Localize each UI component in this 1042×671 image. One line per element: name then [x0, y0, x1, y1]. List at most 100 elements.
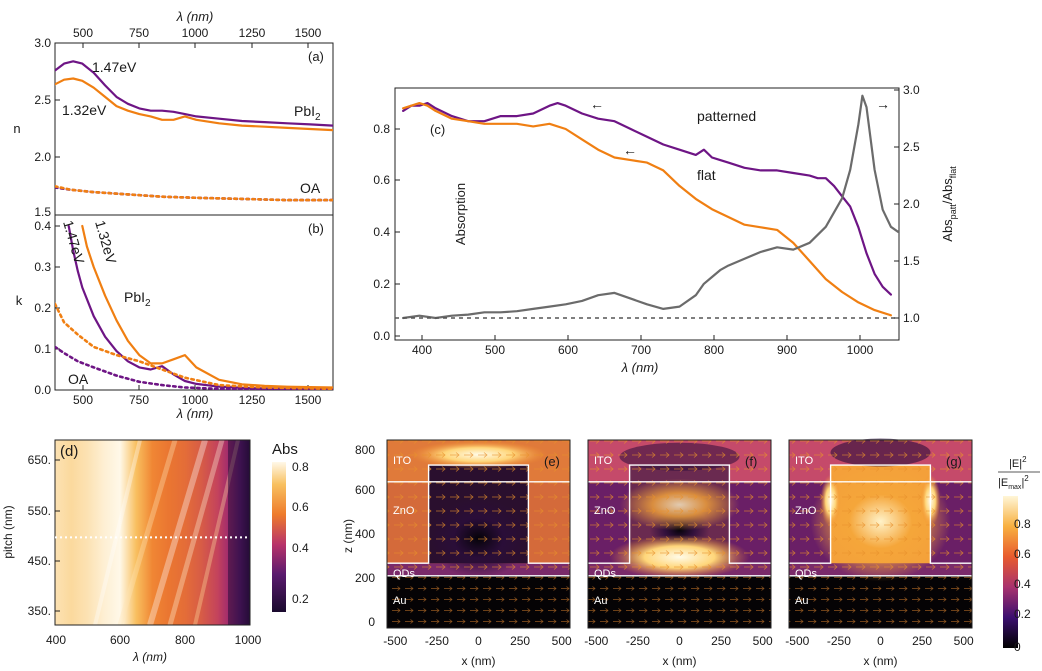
d-panel-label: (d) [60, 443, 78, 460]
a-annot-pbi2: PbI2 [294, 103, 321, 123]
d-dark-edge [228, 440, 250, 625]
panel-b: 0.4 0.3 0.2 0.1 0.0 k 500 750 1000 1250 … [16, 214, 334, 421]
d-y-tick-650: 650. [28, 453, 51, 467]
d-cb-tick-0.2: 0.2 [292, 592, 309, 606]
field-x-tick: -500 [584, 634, 608, 648]
efg-y-tick-400: 400 [355, 527, 375, 541]
d-x-tick-600: 600 [110, 633, 130, 647]
d-stripe-3 [117, 439, 178, 626]
d-stripe-1 [147, 439, 208, 626]
d-colorbar-title: Abs [272, 441, 298, 458]
d-x-tick-1000: 1000 [235, 633, 262, 647]
panel-d: 650. 550. 450. 350. pitch (nm) 400 600 8… [1, 439, 309, 664]
field-x-tick: -250 [827, 634, 851, 648]
field-x-tick: 0 [676, 634, 683, 648]
a-annot-147ev: 1.47eV [92, 59, 137, 75]
efg-y-ticks: 800 600 400 200 0 [355, 443, 375, 629]
layer-label-qds: QDs [594, 568, 617, 580]
b-y-tick-0.2: 0.2 [34, 301, 51, 315]
field-x-tick: 500 [552, 634, 572, 648]
b-annot-132ev: 1.32eV [92, 218, 120, 266]
panel-b-frame [54, 214, 334, 391]
b-panel-label: (b) [308, 221, 324, 236]
panel-b-x-ticks: 500 750 1000 1250 1500 [73, 385, 322, 407]
c-y2-tick-1.0: 1.0 [903, 311, 920, 325]
b-x-axis-label: λ (nm) [176, 406, 214, 421]
panel-b-y-ticks: 0.4 0.3 0.2 0.1 0.0 [34, 219, 60, 397]
a-y-axis-label: n [13, 121, 20, 136]
c-y-tick-0.6: 0.6 [373, 173, 390, 187]
a-series-3 [55, 185, 333, 202]
field-cb-tick-0.2: 0.2 [1014, 607, 1031, 621]
field-colorbar [1003, 496, 1018, 648]
pillar-outline [588, 464, 771, 564]
b-series-3 [55, 302, 333, 390]
c-y-tick-0.2: 0.2 [373, 277, 390, 291]
panel-d-x-ticks: 400 600 800 1000 [46, 633, 262, 647]
panel-c-y-ticks: 0.8 0.6 0.4 0.2 0.0 [373, 122, 400, 343]
c-series-patterned [402, 102, 892, 296]
c-x-tick-1000: 1000 [847, 343, 874, 357]
layer-label-zno: ZnO [594, 505, 616, 517]
c-x-tick-500: 500 [485, 343, 505, 357]
field-cb-tick-0.4: 0.4 [1014, 577, 1031, 591]
b-x-tick-1500: 1500 [295, 393, 322, 407]
panel-c-series [395, 94, 899, 320]
a-top-axis-label: λ (nm) [176, 9, 214, 24]
field-x-axis-label: x (nm) [663, 654, 697, 668]
c-x-tick-400: 400 [412, 343, 432, 357]
field-frame [386, 439, 571, 629]
au-field-lines [588, 575, 771, 628]
c-y-tick-0.0: 0.0 [373, 329, 390, 343]
c-y-tick-0.4: 0.4 [373, 225, 390, 239]
a-y-tick-2.5: 2.5 [34, 93, 51, 107]
b-x-tick-750: 750 [129, 393, 149, 407]
c-y2-tick-3.0: 3.0 [903, 83, 920, 97]
field-panel-1: ITO ZnO QDs Au (f) -500 -250 0 250 500 x (nm) [584, 439, 773, 668]
field-x-tick: -250 [425, 634, 449, 648]
c-x-axis-label: λ (nm) [621, 360, 659, 375]
field-x-tick: 500 [753, 634, 773, 648]
field-cb-tick-0.6: 0.6 [1014, 547, 1031, 561]
c-series-ratio [402, 94, 899, 320]
b-y-tick-0.1: 0.1 [34, 342, 51, 356]
layer-label-au: Au [795, 595, 808, 607]
b-annot-oa: OA [68, 371, 89, 387]
a-series-1 [55, 77, 333, 132]
layer-label-ito: ITO [393, 455, 412, 467]
field-x-tick: 250 [912, 634, 932, 648]
c-x-tick-600: 600 [558, 343, 578, 357]
field-panel-0: ITO ZnO QDs Au (e) -500 -250 0 250 500 x (nm) [383, 439, 572, 668]
field-frame [788, 439, 973, 629]
svg-text:|Emax|2: |Emax|2 [998, 474, 1029, 491]
field-x-tick: 0 [877, 634, 884, 648]
field-x-tick: -500 [383, 634, 407, 648]
b-x-tick-1000: 1000 [182, 393, 209, 407]
layer-label-au: Au [594, 595, 607, 607]
d-colorbar [272, 462, 286, 612]
field-lines [387, 440, 570, 576]
d-x-tick-800: 800 [175, 633, 195, 647]
a-y-tick-3.0: 3.0 [34, 36, 51, 50]
b-annot-147ev: 1.47eV [60, 218, 88, 266]
a-top-tick-500: 500 [73, 26, 93, 40]
c-y-tick-0.8: 0.8 [373, 122, 390, 136]
c-panel-label: (c) [430, 122, 445, 137]
b-x-tick-500: 500 [73, 393, 93, 407]
svg-text:|E|2: |E|2 [1009, 455, 1027, 470]
panel-c-frame [394, 87, 900, 341]
d-stripe-4 [93, 439, 142, 626]
field-colorbar-group: |E|2 |Emax|2 0.8 0.6 0.4 0.2 0 [998, 455, 1040, 654]
b-y-axis-label: k [16, 293, 23, 308]
panel-a: 500 750 1000 1250 1500 λ (nm) 3.0 2.5 2.… [13, 9, 334, 219]
panel-d-frame [54, 439, 251, 626]
pillar-outline [387, 464, 570, 564]
c-y2-axis-label: Abspatt/Absflat [940, 166, 958, 242]
d-y-axis-label: pitch (nm) [1, 505, 15, 558]
d-x-tick-400: 400 [46, 633, 66, 647]
b-x-tick-1250: 1250 [239, 393, 266, 407]
a-top-tick-1500: 1500 [295, 26, 322, 40]
panel-d-y-ticks: 650. 550. 450. 350. [28, 453, 60, 618]
d-cb-tick-0.4: 0.4 [292, 541, 309, 555]
d-y-tick-550: 550. [28, 504, 51, 518]
